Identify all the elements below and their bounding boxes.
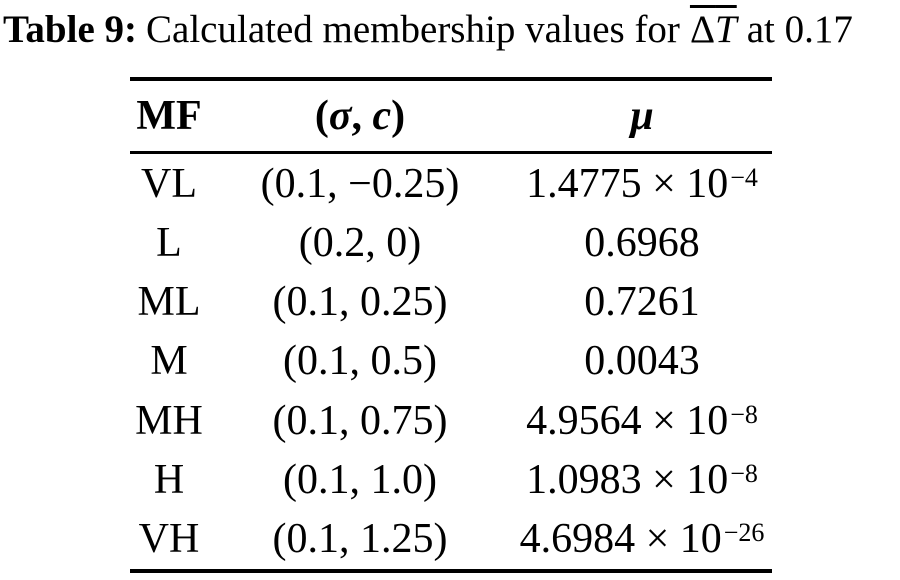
caption-suffix: at 0.17 <box>746 8 853 51</box>
mf-cell: H <box>153 457 185 504</box>
temperature-variable: T <box>715 8 737 51</box>
mf-cell: VH <box>138 516 200 563</box>
mf-cell: VL <box>141 160 197 207</box>
mu-exponent: −4 <box>730 162 758 192</box>
mu-cell: 4.9564 × 10−8 <box>526 397 758 444</box>
table-row: M (0.1, 0.5) 0.0043 <box>130 332 772 391</box>
sigma-c-cell: (0.2, 0) <box>298 219 422 266</box>
delta-symbol: Δ <box>689 8 716 51</box>
table-row: MH (0.1, 0.75) 4.9564 × 10−8 <box>130 391 772 450</box>
paren-close: ) <box>391 92 406 139</box>
membership-values-table: MF (σ, c) μ VL (0.1, −0.25) 1.4775 × 10−4 L… <box>130 77 772 574</box>
sigma-c-cell: (0.1, −0.25) <box>260 160 460 207</box>
table-row: VL (0.1, −0.25) 1.4775 × 10−4 <box>130 153 772 214</box>
table-row: L (0.2, 0) 0.6968 <box>130 213 772 272</box>
sigma-c-cell: (0.1, 1.25) <box>272 516 448 563</box>
mf-cell: M <box>150 338 188 385</box>
sigma-symbol: σ <box>328 92 352 139</box>
mu-cell: 0.7261 <box>584 279 700 326</box>
header-mf: MF <box>130 79 208 154</box>
table-caption: Table 9: Calculated membership values for… <box>3 5 898 55</box>
sigma-c-cell: (0.1, 0.25) <box>272 279 448 326</box>
sigma-c-cell: (0.1, 0.75) <box>272 397 448 444</box>
mu-cell: 0.6968 <box>584 219 700 266</box>
mu-exponent: −26 <box>723 518 765 548</box>
mf-cell: L <box>156 219 182 266</box>
mu-exponent: −8 <box>730 399 758 429</box>
table-row: ML (0.1, 0.25) 0.7261 <box>130 273 772 332</box>
mf-cell: ML <box>137 279 201 326</box>
delta-t-overline-math: ΔT <box>690 8 737 51</box>
mu-exponent: −8 <box>730 459 758 489</box>
header-row: MF (σ, c) μ <box>130 79 772 154</box>
caption-text: Calculated membership values for <box>146 8 680 51</box>
mf-cell: MH <box>135 397 203 444</box>
header-sigma-c: (σ, c) <box>208 79 512 154</box>
table-row: H (0.1, 1.0) 1.0983 × 10−8 <box>130 450 772 509</box>
sigma-c-cell: (0.1, 0.5) <box>283 338 437 385</box>
mu-cell: 4.6984 × 10−26 <box>519 516 765 563</box>
sigma-c-cell: (0.1, 1.0) <box>283 457 437 504</box>
header-mu: μ <box>512 79 772 154</box>
c-symbol: c <box>372 92 392 139</box>
mu-cell: 0.0043 <box>584 338 700 385</box>
mu-cell: 1.0983 × 10−8 <box>526 457 758 504</box>
comma-separator: , <box>351 92 373 139</box>
caption-label: Table 9: <box>3 8 138 51</box>
table-row: VH (0.1, 1.25) 4.6984 × 10−26 <box>130 510 772 571</box>
table-header: MF (σ, c) μ <box>130 79 772 154</box>
mu-cell: 1.4775 × 10−4 <box>526 160 758 207</box>
paren-open: ( <box>314 92 329 139</box>
table-body: VL (0.1, −0.25) 1.4775 × 10−4 L (0.2, 0) 0.69… <box>130 153 772 572</box>
